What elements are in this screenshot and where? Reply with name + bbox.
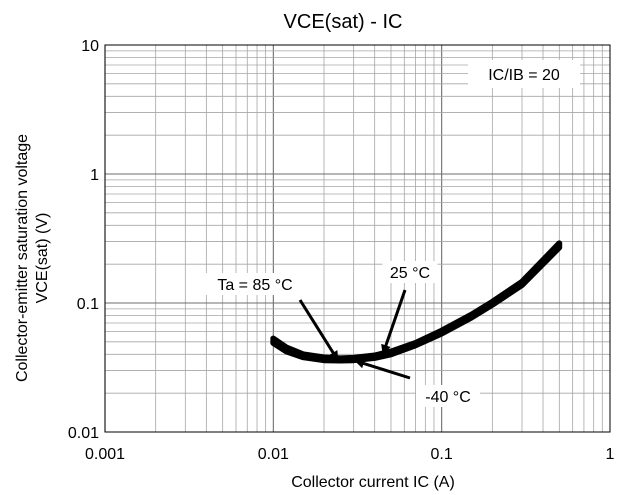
x-tick-label: 1 <box>606 446 615 463</box>
x-axis-label: Collector current IC (A) <box>291 474 455 491</box>
annotations: Ta = 85 °C 25 °C -40 °C <box>205 261 480 407</box>
annotation-label-bg <box>205 273 305 295</box>
annotation-2: 25 °C <box>381 261 438 355</box>
x-tick-label: 0.001 <box>85 446 125 463</box>
y-axis-label-line-1: Collector-emitter saturation voltage <box>14 134 31 382</box>
annotation-label-bg <box>382 261 438 283</box>
condition-box: IC/IB = 20 <box>468 60 580 88</box>
y-axis-label: Collector-emitter saturation voltage VCE… <box>14 134 51 382</box>
annotation-label: 25 °C <box>390 265 430 282</box>
annotation-label: -40 °C <box>425 389 471 406</box>
annotation-label: Ta = 85 °C <box>217 277 292 294</box>
y-tick-label: 0.01 <box>68 425 99 442</box>
x-tick-labels: 0.001 0.01 0.1 1 <box>85 446 615 463</box>
annotation-arrow <box>354 358 411 380</box>
condition-box-bg <box>468 60 580 88</box>
chart-title: VCE(sat) - IC <box>284 11 403 33</box>
x-tick-label: 0.01 <box>258 446 289 463</box>
series-line-3 <box>270 240 563 362</box>
annotation-1: Ta = 85 °C <box>205 273 339 362</box>
annotation-label-bg <box>416 385 480 407</box>
series-group <box>270 240 563 364</box>
annotation-arrow <box>381 289 407 355</box>
y-axis-label-line-2: VCE(sat) (V) <box>34 213 51 304</box>
annotation-3: -40 °C <box>354 358 480 407</box>
annotation-arrow <box>298 299 339 362</box>
x-tick-label: 0.1 <box>431 446 453 463</box>
grid <box>104 45 610 433</box>
condition-label: IC/IB = 20 <box>488 67 560 84</box>
y-tick-label: 1 <box>90 167 99 184</box>
y-tick-labels: 0.01 0.1 1 10 <box>68 38 99 442</box>
plot-frame <box>104 44 611 433</box>
y-tick-label: 10 <box>81 38 99 55</box>
y-tick-label: 0.1 <box>77 296 99 313</box>
